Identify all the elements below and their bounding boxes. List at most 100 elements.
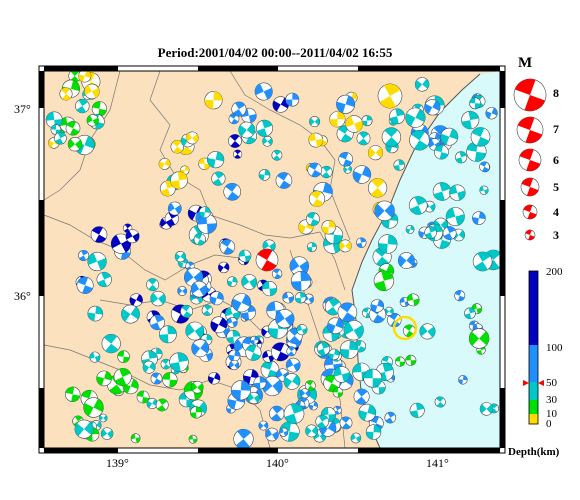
earthquake-marker-156 (458, 375, 468, 385)
earthquake-marker-78 (338, 152, 354, 167)
magnitude-label-5: 5 (553, 180, 559, 194)
earthquake-marker-260 (258, 420, 269, 431)
earthquake-marker-295 (253, 376, 267, 390)
earthquake-marker-43 (271, 149, 283, 161)
depth-color-scale (523, 270, 544, 425)
earthquake-marker-244 (191, 339, 210, 358)
map-title: Period:2001/04/02 00:00--2011/04/02 16:5… (157, 45, 393, 60)
earthquake-marker-188 (198, 206, 211, 219)
earthquake-marker-104 (432, 182, 452, 201)
lon-label-140: 140° (266, 456, 289, 470)
earthquake-marker-333 (89, 351, 101, 363)
earthquake-marker-374 (370, 299, 384, 313)
frame-segment-left-2 (39, 388, 44, 448)
earthquake-marker-114 (374, 200, 395, 222)
earthquake-marker-22 (158, 157, 171, 170)
magnitude-legend-symbol-7 (516, 116, 544, 144)
earthquake-marker-338 (74, 419, 94, 439)
earthquake-marker-347 (350, 432, 362, 444)
earthquake-marker-123 (397, 252, 415, 269)
earthquake-marker-215 (271, 342, 290, 362)
frame-segment-left-0 (39, 71, 44, 108)
earthquake-marker-162 (90, 226, 108, 243)
earthquake-marker-340 (113, 368, 132, 386)
earthquake-marker-128 (381, 127, 402, 147)
earthquake-marker-72 (356, 131, 371, 146)
earthquake-marker-125 (424, 226, 437, 239)
earthquake-marker-183 (96, 271, 112, 288)
earthquake-marker-325 (100, 427, 114, 440)
depth-scale-border (528, 270, 539, 425)
magnitude-legend-symbol-8 (513, 78, 547, 112)
magnitude-legend (513, 78, 547, 241)
large-earthquake-markers (255, 83, 418, 341)
earthquake-marker-316 (98, 413, 108, 423)
magnitude-legend-symbol-6 (518, 148, 542, 172)
earthquake-marker-61 (368, 178, 388, 198)
earthquake-marker-40 (272, 96, 289, 113)
earthquake-marker-53 (343, 165, 353, 174)
frame-outer-border (38, 65, 506, 454)
frame-segment-bottom-0 (44, 448, 118, 453)
earthquake-marker-297 (294, 292, 307, 304)
earthquake-marker-59 (329, 111, 346, 128)
earthquake-marker-115 (414, 77, 430, 92)
earthquake-marker-331 (117, 350, 130, 364)
earthquake-marker-357 (315, 414, 330, 429)
earthquake-marker-210 (177, 286, 188, 296)
earthquake-marker-221 (217, 261, 230, 274)
earthquake-marker-46 (223, 183, 241, 201)
earthquake-marker-124 (472, 211, 486, 225)
earthquake-marker-136 (470, 127, 491, 147)
depth-scale-title: Depth(km) (508, 446, 560, 458)
depth-marker-left (523, 380, 529, 386)
earthquake-marker-99 (409, 129, 430, 151)
earthquake-marker-135 (461, 110, 480, 130)
earthquake-marker-286 (269, 405, 285, 422)
earthquake-marker-127 (479, 161, 490, 173)
earthquake-marker-20 (67, 136, 83, 152)
earthquake-marker-239 (238, 249, 252, 263)
earthquake-marker-70 (361, 115, 373, 127)
earthquake-marker-75 (308, 132, 324, 148)
earthquake-marker-47 (258, 169, 271, 181)
frame-segment-right-0 (500, 71, 505, 108)
earthquake-marker-328 (155, 398, 169, 412)
earthquake-marker-95 (393, 159, 405, 171)
earthquake-marker-294 (265, 427, 279, 442)
earthquake-marker-187 (167, 201, 182, 216)
earthquake-marker-376 (363, 368, 383, 388)
earthquake-marker-330 (169, 352, 189, 372)
earthquake-marker-293 (286, 346, 297, 357)
earthquake-marker-379 (328, 348, 340, 361)
depth-scale-band-4 (529, 414, 538, 424)
depth-tick-50: 50 (546, 377, 557, 389)
earthquake-marker-168 (87, 305, 104, 322)
frame-segment-left-1 (39, 200, 44, 296)
earthquake-marker-133 (408, 196, 428, 215)
earthquake-marker-300 (229, 359, 240, 371)
earthquake-marker-375 (327, 317, 344, 335)
earthquake-marker-238 (193, 233, 206, 246)
magnitude-legend-title: M (518, 55, 533, 71)
earthquake-marker-77 (321, 219, 336, 235)
earthquake-marker-80 (368, 145, 383, 161)
earthquake-marker-303 (296, 324, 308, 336)
magnitude-label-7: 7 (553, 122, 559, 136)
earthquake-marker-140 (409, 402, 425, 418)
earthquake-marker-320 (83, 397, 104, 418)
map-frame (38, 65, 506, 454)
magnitude-label-4: 4 (553, 205, 559, 219)
magnitude-legend-symbol-5 (520, 177, 540, 197)
depth-scale-band-0 (529, 271, 538, 345)
earthquake-marker-175 (76, 276, 94, 294)
earthquake-marker-32 (211, 171, 226, 186)
earthquake-marker-224 (185, 321, 205, 341)
earthquake-marker-71 (309, 116, 321, 128)
map-area (43, 69, 504, 450)
frame-segment-top-1 (198, 66, 278, 71)
earthquake-marker-225 (207, 372, 221, 385)
earthquake-marker-8 (59, 87, 73, 101)
earthquake-marker-126 (424, 99, 441, 116)
earthquake-marker-251 (210, 316, 228, 334)
